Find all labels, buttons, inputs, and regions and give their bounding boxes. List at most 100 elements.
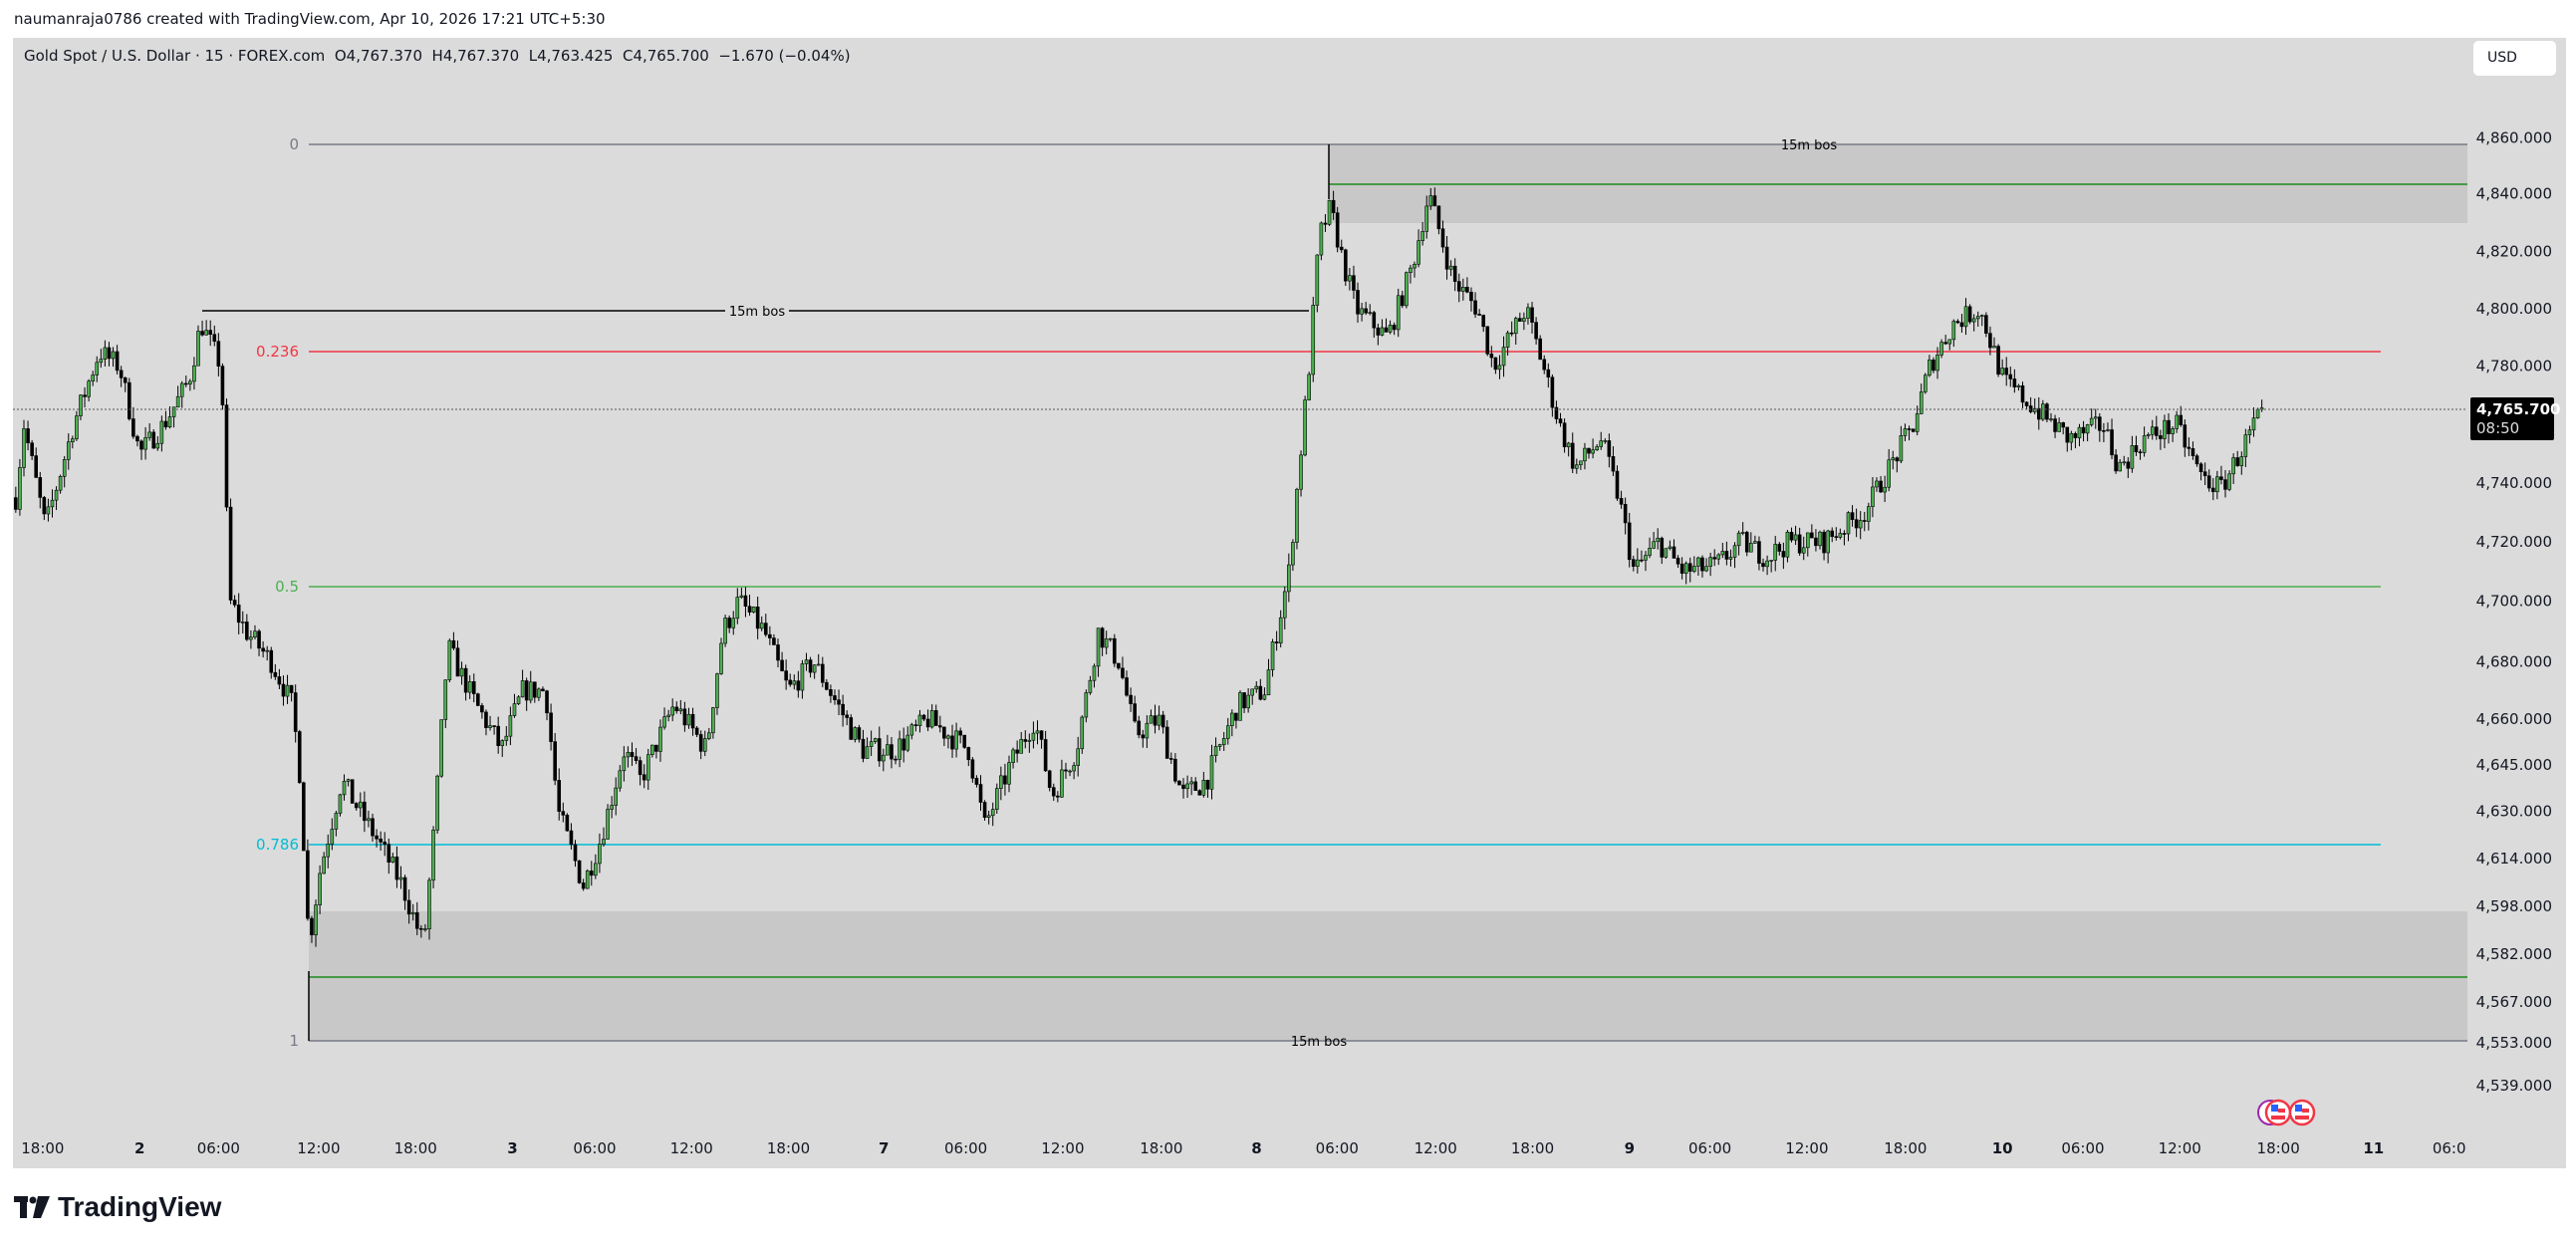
- candle-bullish: [909, 724, 914, 736]
- candle-bullish: [155, 442, 160, 449]
- candle-bearish: [921, 714, 926, 720]
- candle-bullish: [390, 857, 395, 864]
- candle-bullish: [816, 663, 821, 666]
- candle-bearish: [1039, 730, 1044, 740]
- economic-events[interactable]: [2257, 1099, 2316, 1126]
- candle-bearish: [638, 760, 643, 776]
- candle-bearish: [1810, 532, 1814, 539]
- candle-bearish: [1640, 559, 1644, 562]
- candle-bearish: [690, 713, 695, 729]
- candle-bullish: [171, 406, 176, 417]
- candle-bearish: [1842, 533, 1847, 535]
- candle-bearish: [42, 497, 47, 515]
- candle-bullish: [1250, 688, 1254, 696]
- candle-bullish: [249, 636, 253, 640]
- candle-bearish: [958, 730, 962, 736]
- candle-bullish: [1060, 769, 1064, 798]
- candle-bullish: [994, 788, 999, 810]
- price-tick-label: 4,720.000: [2476, 533, 2552, 551]
- candle-bullish: [662, 716, 666, 728]
- price-tick-label: 4,645.000: [2476, 756, 2552, 774]
- candle-bearish: [694, 727, 699, 735]
- candle-bearish: [1744, 532, 1749, 553]
- demand-zone[interactable]: [309, 911, 2467, 1041]
- candle-bearish: [1485, 326, 1490, 355]
- candle-bullish: [504, 735, 509, 741]
- candle-bullish: [1149, 715, 1154, 724]
- candle-bullish: [2163, 419, 2167, 439]
- candle-bearish: [131, 418, 135, 437]
- candle-bullish: [179, 382, 184, 397]
- candle-bearish: [1258, 685, 1263, 700]
- candle-bearish: [845, 714, 849, 718]
- candle-bullish: [1157, 714, 1161, 726]
- time-tick-label: 11: [2363, 1139, 2384, 1157]
- candle-bullish: [1307, 374, 1311, 400]
- candle-bearish: [1509, 332, 1514, 335]
- tradingview-logo[interactable]: TradingView: [14, 1191, 221, 1223]
- candle-bullish: [1740, 532, 1745, 534]
- candle-bullish: [602, 839, 606, 845]
- candle-bearish: [1137, 720, 1142, 736]
- candle-bullish: [1299, 454, 1303, 490]
- candle-bullish: [606, 809, 610, 840]
- candle-bullish: [1728, 557, 1733, 560]
- candle-bearish: [128, 381, 131, 419]
- candle-bearish: [2061, 422, 2065, 428]
- price-tick-label: 4,614.000: [2476, 850, 2552, 868]
- candle-bullish: [1189, 781, 1193, 785]
- bar-countdown: 08:50: [2476, 419, 2519, 437]
- candle-bullish: [1951, 321, 1956, 341]
- candle-bearish: [829, 689, 833, 696]
- candle-bearish: [561, 811, 566, 816]
- candle-bullish: [1846, 512, 1851, 535]
- candle-bullish: [1583, 447, 1587, 462]
- candle-bullish: [1979, 315, 1984, 317]
- candle-bearish: [1777, 544, 1782, 552]
- bos-label-top: 15m bos: [1781, 138, 1838, 153]
- candle-bearish: [2210, 487, 2215, 493]
- symbol-name[interactable]: Gold Spot / U.S. Dollar · 15 · FOREX.com: [24, 47, 326, 65]
- candle-bullish: [1919, 391, 1924, 414]
- candle-bullish: [537, 688, 541, 698]
- candle-bearish: [232, 600, 237, 606]
- candle-bearish: [1623, 503, 1628, 524]
- candle-bullish: [1035, 730, 1040, 734]
- candle-bullish: [62, 459, 67, 477]
- candle-bearish: [1113, 637, 1117, 664]
- candle-bearish: [2036, 407, 2041, 420]
- candle-bullish: [71, 438, 75, 442]
- candle-bearish: [1133, 703, 1137, 722]
- candle-bearish: [371, 818, 375, 837]
- candle-bullish: [1579, 460, 1583, 466]
- candle-bullish: [1230, 712, 1234, 726]
- candle-bullish: [2041, 403, 2045, 420]
- candle-bullish: [2077, 426, 2082, 438]
- candle-bearish: [183, 382, 188, 385]
- currency-button[interactable]: USD: [2473, 41, 2556, 76]
- candle-bearish: [1376, 327, 1381, 336]
- candle-bearish: [200, 331, 204, 336]
- candle-bullish: [1668, 546, 1673, 549]
- candle-bearish: [2024, 401, 2029, 406]
- candle-bullish: [686, 713, 691, 726]
- price-tick-label: 4,539.000: [2476, 1077, 2552, 1095]
- candle-bullish: [1225, 725, 1230, 739]
- price-axis[interactable]: 4,860.000 4,840.000 4,820.000 4,800.000 4,78…: [2476, 129, 2552, 1096]
- candle-bearish: [212, 334, 217, 343]
- fib-retracement[interactable]: 0 0.236 0.5 0.786 1: [256, 135, 2467, 1050]
- price-tick-label: 4,700.000: [2476, 593, 2552, 611]
- bos-label-left: 15m bos: [729, 305, 786, 320]
- candle-bullish: [1448, 265, 1453, 270]
- candle-bullish: [1031, 732, 1036, 741]
- candle-bullish: [869, 741, 874, 747]
- candle-bullish: [1805, 532, 1810, 549]
- candle-bullish: [719, 642, 723, 674]
- candle-bearish: [257, 630, 261, 649]
- time-axis[interactable]: 18:00 2 06:00 12:00 18:00 3 06:00 12:00 18:00 7 06…: [21, 1139, 2465, 1157]
- time-tick-label: 18:00: [1884, 1139, 1927, 1157]
- candle-bullish: [46, 506, 51, 515]
- candle-bullish: [1636, 559, 1640, 567]
- candle-bullish: [2171, 428, 2175, 434]
